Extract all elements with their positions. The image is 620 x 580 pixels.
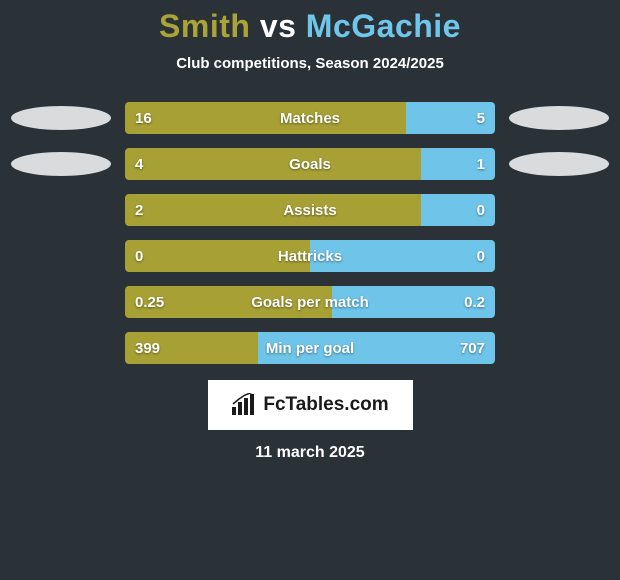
stat-value-left: 0.25 xyxy=(135,294,175,311)
bar-label: 2Assists0 xyxy=(125,194,495,226)
logo-box: FcTables.com xyxy=(208,380,413,430)
title-vs: vs xyxy=(260,8,297,44)
stat-value-right: 5 xyxy=(445,110,485,127)
player2-avatar xyxy=(509,152,609,176)
bar-label: 0Hattricks0 xyxy=(125,240,495,272)
comparison-card: Smith vs McGachie Club competitions, Sea… xyxy=(0,0,620,462)
stat-bar: 2Assists0 xyxy=(125,194,495,226)
avatar-spacer xyxy=(509,336,609,360)
stat-value-left: 399 xyxy=(135,340,175,357)
stat-bar: 4Goals1 xyxy=(125,148,495,180)
stat-value-left: 2 xyxy=(135,202,175,219)
stat-name: Min per goal xyxy=(175,340,445,357)
stat-value-right: 0.2 xyxy=(445,294,485,311)
stat-row: 4Goals1 xyxy=(0,148,620,180)
stat-row: 399Min per goal707 xyxy=(0,332,620,364)
stat-row: 2Assists0 xyxy=(0,194,620,226)
stat-bar: 0.25Goals per match0.2 xyxy=(125,286,495,318)
bar-label: 4Goals1 xyxy=(125,148,495,180)
player1-avatar xyxy=(11,152,111,176)
bar-label: 0.25Goals per match0.2 xyxy=(125,286,495,318)
stat-value-right: 1 xyxy=(445,156,485,173)
stat-value-left: 4 xyxy=(135,156,175,173)
stat-name: Hattricks xyxy=(175,248,445,265)
stat-bar: 16Matches5 xyxy=(125,102,495,134)
stat-row: 0.25Goals per match0.2 xyxy=(0,286,620,318)
stat-name: Goals per match xyxy=(175,294,445,311)
stat-bar: 0Hattricks0 xyxy=(125,240,495,272)
title-player2: McGachie xyxy=(306,8,461,44)
stat-row: 0Hattricks0 xyxy=(0,240,620,272)
stat-name: Assists xyxy=(175,202,445,219)
title-player1: Smith xyxy=(159,8,250,44)
stat-rows: 16Matches54Goals12Assists00Hattricks00.2… xyxy=(0,102,620,364)
stat-value-left: 16 xyxy=(135,110,175,127)
stat-name: Goals xyxy=(175,156,445,173)
bar-label: 16Matches5 xyxy=(125,102,495,134)
bar-chart-icon xyxy=(231,393,257,417)
avatar-spacer xyxy=(11,290,111,314)
logo-text: FcTables.com xyxy=(263,394,388,416)
player1-avatar xyxy=(11,106,111,130)
avatar-spacer xyxy=(509,244,609,268)
bar-label: 399Min per goal707 xyxy=(125,332,495,364)
title: Smith vs McGachie xyxy=(0,8,620,45)
avatar-spacer xyxy=(11,198,111,222)
stat-value-right: 0 xyxy=(445,202,485,219)
avatar-spacer xyxy=(509,290,609,314)
player2-avatar xyxy=(509,106,609,130)
avatar-spacer xyxy=(11,336,111,360)
stat-name: Matches xyxy=(175,110,445,127)
stat-value-left: 0 xyxy=(135,248,175,265)
stat-row: 16Matches5 xyxy=(0,102,620,134)
avatar-spacer xyxy=(509,198,609,222)
avatar-spacer xyxy=(11,244,111,268)
date: 11 march 2025 xyxy=(0,444,620,462)
stat-value-right: 707 xyxy=(445,340,485,357)
stat-bar: 399Min per goal707 xyxy=(125,332,495,364)
stat-value-right: 0 xyxy=(445,248,485,265)
subtitle: Club competitions, Season 2024/2025 xyxy=(0,55,620,72)
